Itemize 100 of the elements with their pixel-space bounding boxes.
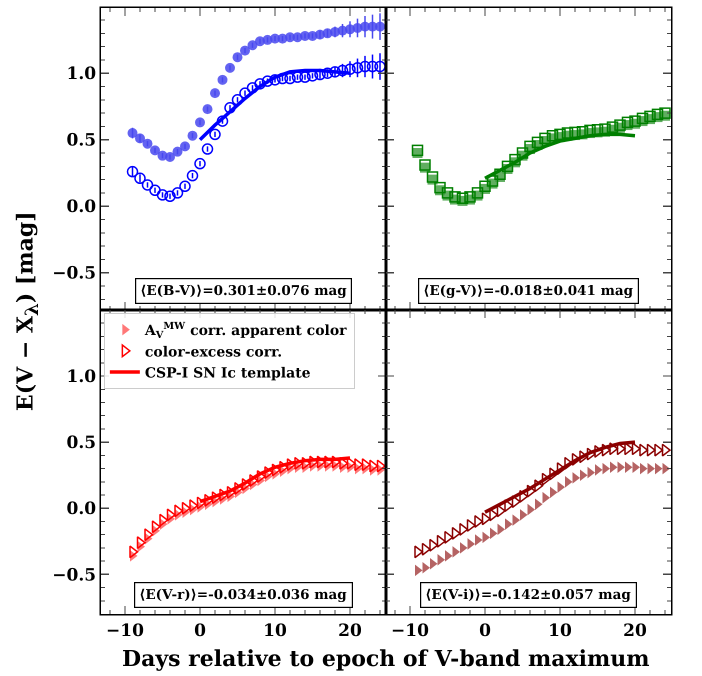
point [366, 60, 378, 72]
point [129, 545, 138, 558]
legend-label: CSP-I SN Ic template [144, 366, 311, 382]
point [662, 444, 671, 457]
x-tick-label: 10 [263, 620, 287, 641]
point [376, 459, 386, 472]
point [134, 172, 146, 184]
point [279, 460, 288, 474]
point [459, 522, 468, 536]
point [579, 450, 588, 464]
point [646, 444, 656, 457]
point [152, 520, 161, 534]
point [188, 130, 198, 141]
y-tick-label: 0.5 [66, 130, 96, 151]
point [456, 192, 468, 204]
point [240, 46, 250, 56]
point [142, 179, 154, 191]
point [584, 124, 596, 136]
y-tick-label: −0.5 [52, 565, 96, 586]
point [286, 458, 296, 472]
point [512, 495, 521, 508]
x-axis-title: Days relative to epoch of V-band maximum [122, 646, 650, 672]
point [414, 545, 424, 558]
point [489, 508, 498, 522]
point [218, 74, 228, 85]
point [254, 78, 266, 90]
point [144, 528, 154, 542]
y-tick-label: 0.5 [66, 433, 96, 454]
point [594, 444, 604, 458]
point [494, 168, 506, 180]
y-tick-label: 0.0 [66, 499, 96, 520]
point [592, 124, 604, 136]
point [576, 126, 588, 138]
point [292, 71, 304, 83]
point [369, 459, 378, 472]
point [419, 159, 431, 171]
point [496, 504, 506, 518]
point [165, 152, 175, 162]
point [434, 182, 446, 194]
point [452, 526, 461, 540]
x-tick-label: −10 [391, 620, 430, 641]
point [354, 458, 364, 472]
point [429, 538, 438, 552]
point [569, 126, 581, 138]
point [195, 117, 205, 128]
point [346, 456, 356, 470]
x-tick-label: 20 [338, 620, 362, 641]
point [150, 145, 160, 156]
point [179, 180, 191, 192]
point [136, 536, 146, 550]
point [224, 102, 236, 114]
point [606, 121, 618, 133]
point [532, 136, 544, 148]
point [302, 456, 311, 470]
x-tick-label: 20 [623, 620, 647, 641]
point [299, 71, 311, 83]
point [209, 128, 221, 140]
point [142, 138, 152, 149]
point [474, 514, 484, 528]
point [482, 512, 491, 526]
annotation: ⟨E(g-V)⟩=-0.018±0.041 mag [423, 283, 634, 300]
point [629, 115, 641, 127]
point [426, 171, 438, 183]
point [174, 504, 184, 518]
point [264, 466, 274, 480]
point [352, 62, 364, 74]
point [186, 170, 198, 182]
point [539, 132, 551, 144]
point [509, 154, 521, 166]
point [164, 190, 176, 202]
point [479, 180, 491, 192]
point [599, 123, 611, 135]
point [149, 184, 161, 196]
point [226, 486, 236, 499]
point [272, 463, 281, 476]
point [556, 462, 566, 476]
legend-label: color-excess corr. [144, 344, 282, 360]
point [216, 115, 228, 127]
point [375, 22, 385, 32]
point [336, 64, 348, 76]
point [526, 484, 536, 498]
point [622, 116, 634, 128]
point [256, 470, 266, 484]
y-tick-label: 1.0 [66, 367, 96, 388]
point [242, 478, 251, 491]
point [616, 442, 626, 456]
point [516, 147, 528, 159]
x-tick-label: −10 [106, 620, 144, 641]
point [294, 456, 304, 470]
point [449, 191, 461, 203]
point [659, 107, 671, 119]
point [159, 514, 168, 527]
point [269, 74, 281, 86]
point [534, 479, 544, 492]
annotation: ⟨E(V-r)⟩=-0.034±0.036 mag [139, 587, 348, 604]
point [212, 491, 221, 504]
point [546, 130, 558, 142]
point [156, 189, 168, 201]
annotation: ⟨E(B-V)⟩=0.301±0.076 mag [140, 283, 348, 300]
point [524, 140, 536, 152]
